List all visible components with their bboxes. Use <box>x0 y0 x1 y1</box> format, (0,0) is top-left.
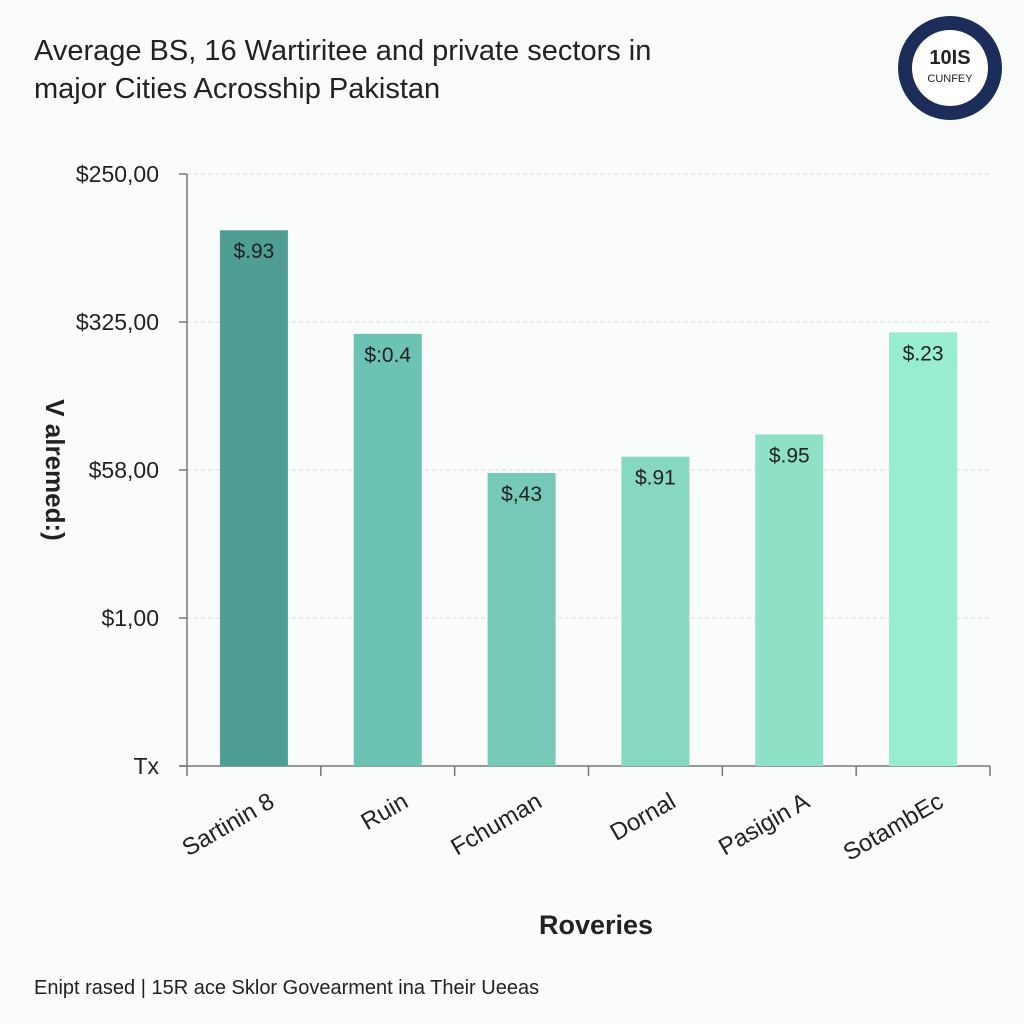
value-label: $,43 <box>501 483 542 506</box>
y-axis-label: V alremed:) <box>40 399 70 541</box>
bar <box>755 434 824 766</box>
value-label: $.93 <box>233 240 274 263</box>
y-tick-label: $58,00 <box>89 457 159 483</box>
logo-text: CUNFEY <box>927 73 973 85</box>
value-label: $.95 <box>769 444 810 467</box>
chart-title: Average BS, 16 Wartiritee and private se… <box>34 35 651 105</box>
value-label: $.23 <box>903 342 944 365</box>
bar <box>219 230 288 767</box>
y-tick-label: $250,00 <box>76 161 159 187</box>
y-tick-label: Tx <box>133 753 159 779</box>
bar <box>353 333 422 766</box>
logo-text: 10IS <box>929 47 970 69</box>
bar <box>889 332 958 766</box>
footer: Enipt rased | 15R ace Sklor Govearment i… <box>34 977 539 999</box>
y-tick-label: $325,00 <box>76 309 159 335</box>
logo: 10IS CUNFEY <box>898 16 1002 120</box>
y-tick-label: $1,00 <box>101 605 159 631</box>
value-label: $.91 <box>635 467 676 490</box>
bar <box>621 456 690 766</box>
bar <box>487 472 556 766</box>
value-label: $:0.4 <box>364 344 411 367</box>
x-axis-label: Roveries <box>539 910 653 940</box>
